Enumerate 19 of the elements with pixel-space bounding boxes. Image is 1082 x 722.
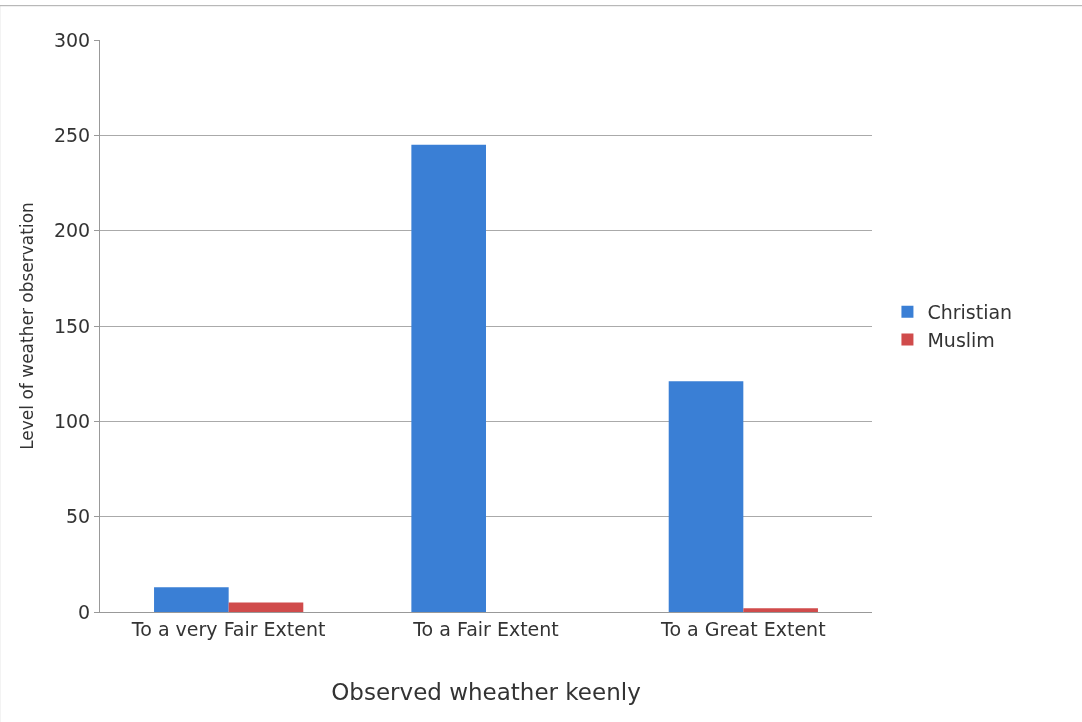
legend-label: Christian xyxy=(927,301,1013,324)
y-tick-label: 200 xyxy=(53,219,91,242)
bar xyxy=(228,602,304,612)
x-tick-label: To a Great Extent xyxy=(660,617,826,640)
y-tick-label: 100 xyxy=(53,409,91,432)
y-tick-label: 50 xyxy=(66,505,91,528)
x-tick-label: To a very Fair Extent xyxy=(130,617,326,640)
y-tick-label: 300 xyxy=(53,28,91,51)
y-tick-label: 0 xyxy=(78,600,91,623)
y-tick-label: 250 xyxy=(53,123,91,146)
legend-label: Muslim xyxy=(927,328,995,351)
x-tick-label: To a Fair Extent xyxy=(412,617,559,640)
bar xyxy=(668,381,744,612)
y-tick-label: 150 xyxy=(53,314,91,337)
y-axis-title: Level of weather observation xyxy=(17,202,38,450)
bar xyxy=(154,587,229,612)
bar xyxy=(743,608,818,612)
bar xyxy=(411,144,486,612)
x-axis-title: Observed wheather keenly xyxy=(331,679,641,706)
